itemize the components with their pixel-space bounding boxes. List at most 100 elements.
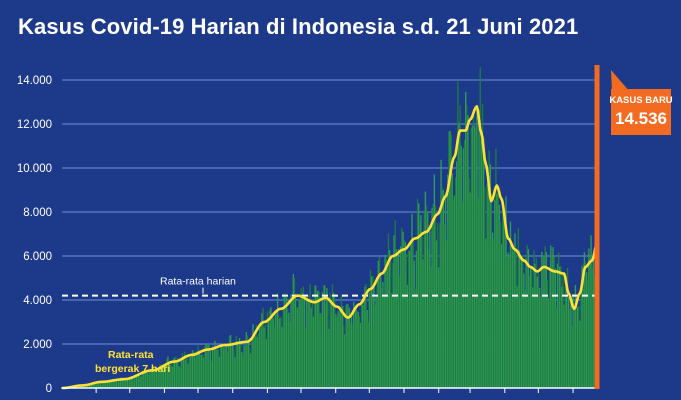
daily-case-bar [452,198,455,388]
daily-case-bar [362,304,364,388]
daily-case-bar [97,382,100,388]
daily-case-bar [297,307,299,388]
daily-case-bar [199,355,202,388]
daily-case-bar [391,293,393,388]
daily-case-bar [370,276,373,388]
daily-case-bar [513,251,515,388]
daily-case-bar [147,372,149,388]
daily-case-bar [186,356,188,388]
daily-case-bar [557,252,560,388]
daily-case-bar [328,328,330,388]
daily-case-bar [440,159,442,388]
daily-case-bar [415,250,418,388]
daily-case-bar [373,284,375,388]
daily-case-bar [413,260,415,388]
daily-case-bar [244,343,246,388]
daily-case-bar [87,384,90,388]
daily-case-bar [179,367,181,388]
callout-value: 14.536 [615,109,667,128]
daily-case-bar [95,381,97,388]
daily-case-bar [578,306,580,388]
daily-case-bar [168,361,170,388]
daily-case-bar [554,268,556,388]
daily-case-bar [217,348,219,388]
daily-case-bar [331,284,334,388]
daily-case-bar [384,254,386,388]
daily-case-bar [133,376,136,388]
daily-case-bar [117,378,120,388]
daily-case-bar [556,263,559,388]
daily-case-bar [250,353,252,388]
bar-series [63,67,597,389]
daily-case-bar [582,263,584,388]
daily-case-bar [235,336,237,388]
daily-case-bar [125,377,128,388]
daily-case-bar [394,220,396,388]
daily-case-bar [134,375,137,388]
daily-case-bar [412,241,414,388]
daily-case-bar [107,381,110,388]
daily-case-bar [112,378,114,388]
daily-case-bar [340,294,343,388]
daily-case-bar [160,364,162,388]
callout-pointer [611,70,630,92]
daily-case-bar [401,227,403,388]
daily-case-bar [321,292,324,388]
daily-case-bar [224,344,226,388]
daily-case-bar [364,286,366,388]
daily-case-bar [398,276,401,388]
daily-case-bar [201,354,204,388]
daily-case-bar [374,304,376,388]
page-title: Kasus Covid-19 Harian di Indonesia s.d. … [18,14,579,39]
daily-case-bar [459,105,461,388]
daily-case-bar [538,287,541,388]
daily-case-bar [491,232,494,388]
daily-case-bar [529,265,532,388]
daily-case-bar [482,137,485,388]
daily-case-bar [588,248,590,388]
daily-case-bar [157,367,159,388]
daily-case-bar [503,216,505,388]
daily-case-bar [299,300,301,388]
daily-case-bar [225,343,227,388]
daily-case-bar [536,276,539,388]
daily-case-bar [442,190,444,388]
new-cases-callout: KASUS BARU 14.536 [609,70,673,135]
daily-case-bar [284,293,287,388]
daily-case-bar [307,294,309,388]
daily-case-bar [376,276,378,388]
daily-case-bar [428,248,430,388]
daily-case-bar [86,384,88,388]
daily-case-bar [175,356,177,388]
daily-case-bar [128,378,130,388]
daily-case-bar [227,342,230,388]
daily-case-bar [215,345,217,388]
daily-case-bar [450,134,452,388]
daily-case-bar [326,287,328,388]
daily-case-bar [457,81,459,389]
daily-case-bar [220,344,223,388]
daily-case-bar [158,369,160,388]
daily-case-bar [181,352,184,388]
daily-case-bar [524,290,526,388]
daily-case-bar [463,140,466,388]
daily-case-bar [137,375,139,388]
daily-case-bar [267,317,270,388]
daily-case-bar [148,374,150,388]
daily-case-bar [102,380,104,388]
daily-case-bar [318,291,320,388]
daily-case-bar [145,371,148,388]
daily-case-bar [523,273,525,388]
daily-case-bar [212,346,214,388]
daily-case-bar [447,174,449,388]
daily-case-bar [560,266,562,388]
daily-case-bar [516,285,518,388]
daily-case-bar [191,350,194,388]
daily-case-bar [131,378,133,388]
daily-case-bar [468,178,470,388]
daily-case-bar [105,381,108,388]
daily-case-bar [512,250,514,388]
daily-case-bar [139,375,141,388]
daily-case-bar [544,246,546,388]
daily-case-bar [295,307,298,388]
